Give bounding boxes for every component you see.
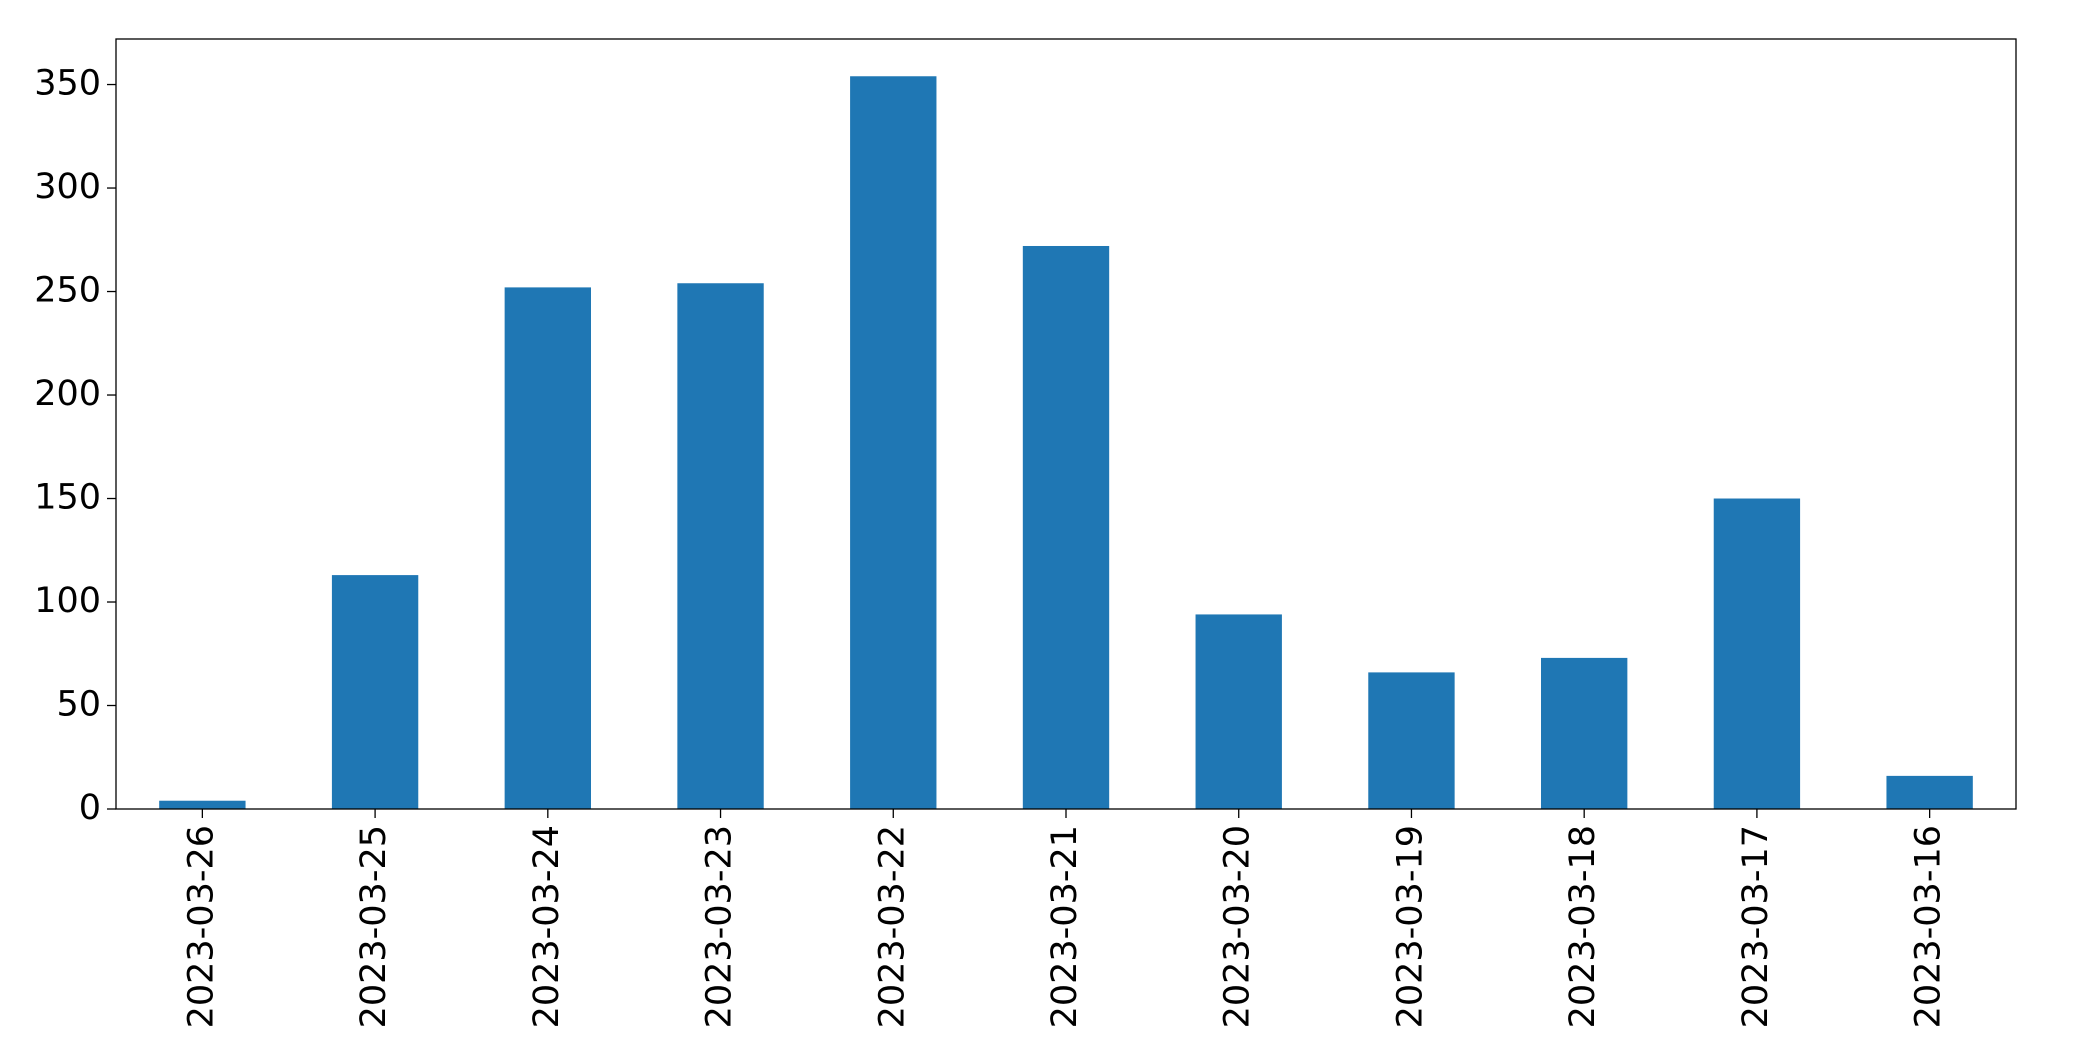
y-tick-label: 0 [79, 788, 101, 828]
x-tick-label: 2023-03-21 [1045, 825, 1085, 1028]
bar [1541, 657, 1628, 809]
y-tick-label: 200 [34, 374, 101, 414]
plot-frame [115, 38, 2017, 810]
y-tick-label: 300 [34, 167, 101, 207]
bar [331, 575, 419, 809]
bar [504, 287, 591, 809]
y-tick-label: 250 [34, 271, 101, 311]
x-tick-label: 2023-03-20 [1218, 825, 1258, 1028]
y-tick-label: 100 [34, 581, 101, 621]
x-tick-label: 2023-03-23 [700, 825, 740, 1028]
x-tick-label: 2023-03-24 [527, 825, 567, 1028]
bar [1368, 672, 1455, 809]
x-tick-label: 2023-03-16 [1909, 825, 1949, 1028]
x-tick-label: 2023-03-25 [354, 825, 394, 1028]
x-tick-label: 2023-03-18 [1563, 825, 1603, 1028]
bar [1022, 245, 1110, 809]
x-tick-label: 2023-03-17 [1736, 825, 1776, 1028]
y-tick-label: 350 [34, 64, 101, 104]
bar [1713, 498, 1801, 809]
bar [1886, 775, 1973, 809]
x-tick-label: 2023-03-19 [1390, 825, 1430, 1028]
bar [159, 800, 246, 809]
x-tick-label: 2023-03-26 [181, 825, 221, 1028]
y-tick-label: 50 [56, 685, 101, 725]
bar [677, 283, 764, 809]
bar [850, 76, 937, 810]
x-tick-label: 2023-03-22 [872, 825, 912, 1028]
bar [1195, 614, 1282, 809]
y-tick-label: 150 [34, 478, 101, 518]
